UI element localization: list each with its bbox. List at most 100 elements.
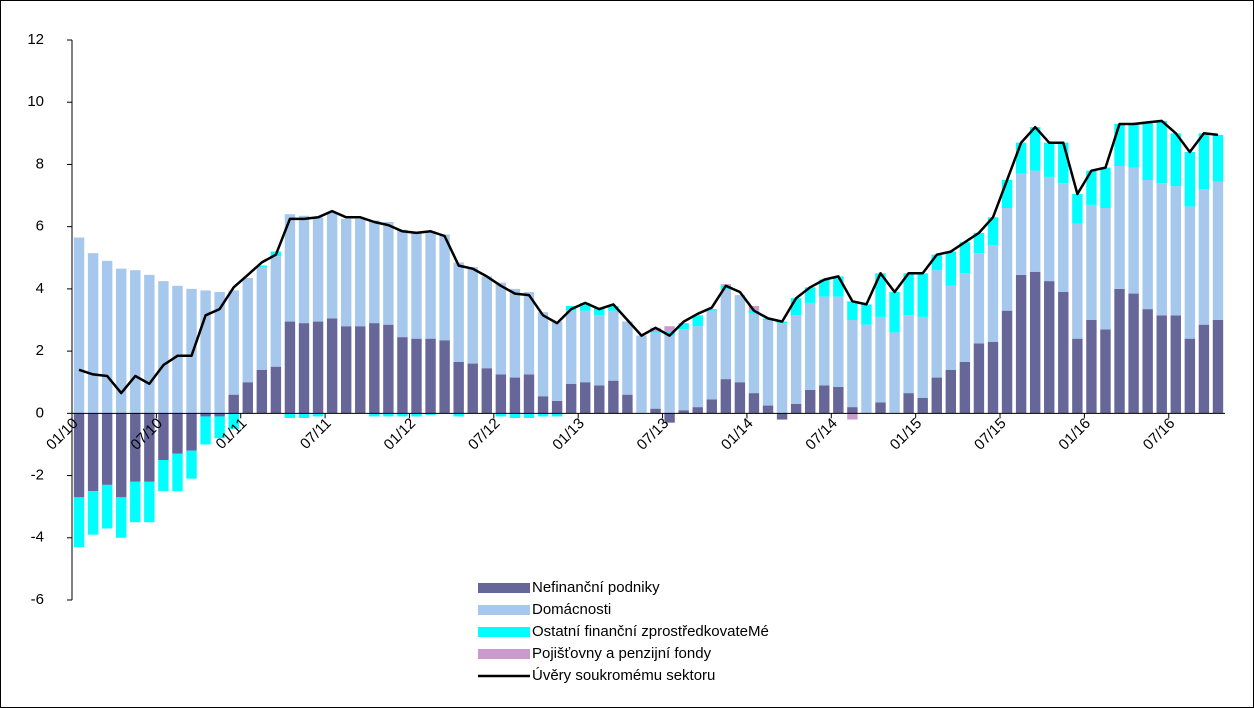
bar-segment (1001, 180, 1013, 208)
bar-segment (312, 217, 324, 322)
bar-segment (242, 382, 253, 414)
bar-segment (214, 416, 225, 439)
bar-segment (790, 315, 802, 404)
bar-segment (1100, 329, 1111, 414)
bar-segment (73, 413, 85, 498)
bar-segment (1029, 170, 1041, 272)
bar-segment (523, 413, 535, 418)
bar-segment (945, 285, 957, 370)
bar-segment (228, 290, 239, 395)
legend: Nefinanční podniky Domácnosti Ostatní fina… (478, 579, 769, 684)
bar-segment (186, 288, 197, 414)
bar-segment (537, 413, 549, 417)
bar-segment (1015, 274, 1027, 414)
bar-segment (397, 229, 408, 338)
bar-segment (1114, 166, 1125, 289)
bar-segment (1198, 324, 1210, 414)
bar-segment (706, 310, 717, 400)
bar-segment (397, 337, 408, 414)
bar-segment (748, 313, 760, 394)
bar-segment (580, 310, 591, 383)
bar-segment (622, 394, 633, 414)
bar-segment (833, 276, 844, 297)
bar-segment (833, 386, 844, 414)
bar-segment (1001, 208, 1013, 311)
legend-swatch (478, 605, 530, 615)
bar-segment (340, 326, 352, 414)
bar-segment (959, 242, 971, 274)
bar-segment (678, 410, 689, 414)
bar-segment (256, 265, 268, 268)
bar-segment (790, 298, 802, 316)
bar-segment (340, 218, 352, 327)
bar-segment (650, 327, 661, 331)
bar-segment (889, 332, 900, 414)
bar-segment (453, 413, 464, 417)
bar-segment (144, 274, 155, 414)
bar-segment (1015, 173, 1027, 275)
bar-segment (1058, 292, 1069, 414)
bar-segment (664, 326, 675, 331)
bar-segment (875, 273, 886, 317)
bar-segment (369, 413, 380, 417)
bar-segment (1044, 142, 1055, 177)
bar-segment (523, 374, 535, 414)
bar-segment (87, 413, 99, 492)
bar-segment (678, 329, 689, 411)
bar-segment (495, 413, 507, 417)
bar-segment (1128, 293, 1139, 414)
bar-segment (1142, 180, 1153, 310)
bar-segment (298, 413, 310, 418)
bar-segment (1086, 204, 1097, 320)
bar-segment (383, 324, 394, 414)
legend-swatch (478, 583, 530, 593)
bar-segment (495, 374, 507, 414)
bar-segment (917, 397, 928, 414)
bar-segment (762, 320, 774, 406)
bar-segment (355, 326, 366, 414)
bar-segment (692, 407, 703, 414)
bar-segment (284, 214, 296, 322)
bar-segment (804, 302, 816, 390)
bar-segment (903, 273, 914, 316)
bar-segment (509, 377, 521, 414)
bar-segment (383, 222, 394, 325)
bar-segment (425, 413, 436, 415)
bar-segment (1156, 183, 1167, 316)
bar-segment (580, 382, 591, 414)
bar-segment (1156, 315, 1167, 414)
bar-segment (973, 343, 985, 414)
bar-segment (917, 273, 928, 317)
bar-segment (1114, 288, 1125, 414)
bar-segment (1212, 181, 1224, 320)
bar-segment (847, 301, 858, 320)
bar-segment (903, 315, 914, 394)
bar-segment (776, 323, 788, 414)
bar-segment (1212, 320, 1224, 414)
legend-swatch (478, 627, 530, 637)
bar-segment (804, 287, 816, 303)
y-tick-label: 8 (36, 155, 44, 172)
bar-segment (144, 413, 155, 482)
bar-segment (945, 369, 957, 414)
bar-segment (214, 413, 225, 417)
bar-segment (1072, 194, 1083, 224)
bar-segment (73, 497, 85, 548)
bar-segment (622, 321, 633, 395)
bar-segment (608, 310, 619, 381)
bar-segment (509, 288, 521, 378)
bar-segment (537, 312, 549, 397)
bar-segment (987, 245, 999, 342)
bar-segment (481, 276, 493, 369)
bar-segment (973, 232, 985, 254)
bar-segment (87, 253, 99, 414)
bar-segment (355, 218, 366, 327)
bar-segment (172, 413, 183, 454)
bar-segment (1100, 167, 1111, 208)
bar-segment (172, 453, 183, 492)
bar-segment (411, 413, 422, 417)
bar-segment (453, 262, 464, 362)
bar-segment (242, 278, 253, 383)
bar-segment (861, 304, 872, 325)
bar-segment (804, 390, 816, 414)
